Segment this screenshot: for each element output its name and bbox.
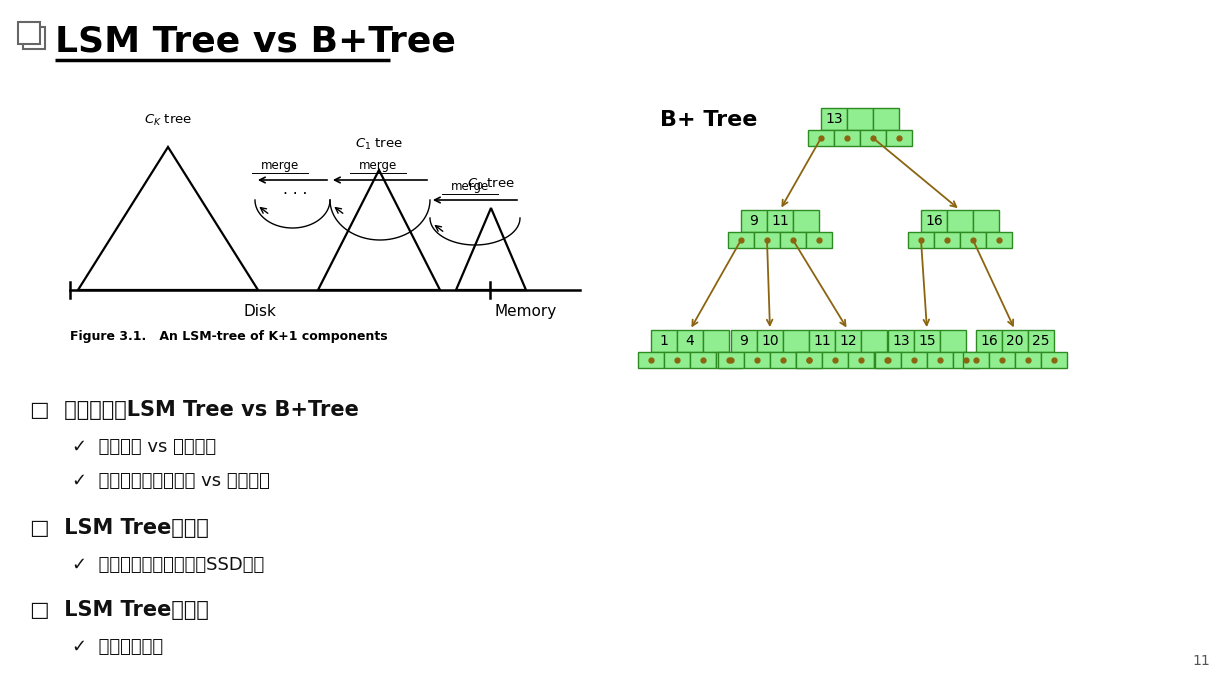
FancyBboxPatch shape [948, 210, 973, 232]
Text: . . .: . . . [283, 183, 307, 198]
Text: 12: 12 [839, 334, 857, 348]
Text: 20: 20 [1007, 334, 1024, 348]
FancyBboxPatch shape [952, 352, 980, 368]
Text: ✓  高压缩率，写入优化，SSD友好: ✓ 高压缩率，写入优化，SSD友好 [73, 556, 264, 574]
FancyBboxPatch shape [964, 352, 989, 368]
Text: Figure 3.1.   An LSM-tree of K+1 components: Figure 3.1. An LSM-tree of K+1 component… [70, 330, 387, 343]
FancyBboxPatch shape [744, 352, 771, 368]
Text: 4: 4 [686, 334, 694, 348]
FancyBboxPatch shape [757, 330, 783, 352]
FancyBboxPatch shape [986, 232, 1011, 248]
FancyBboxPatch shape [807, 130, 834, 146]
FancyBboxPatch shape [755, 232, 780, 248]
FancyBboxPatch shape [796, 352, 822, 368]
Text: merge: merge [359, 159, 397, 172]
Text: □  原理分析：LSM Tree vs B+Tree: □ 原理分析：LSM Tree vs B+Tree [29, 400, 359, 420]
Text: ✓  读取性能偏弱: ✓ 读取性能偏弱 [73, 638, 163, 656]
Text: 9: 9 [740, 334, 748, 348]
FancyBboxPatch shape [664, 352, 689, 368]
FancyBboxPatch shape [908, 232, 934, 248]
FancyBboxPatch shape [793, 210, 819, 232]
FancyBboxPatch shape [717, 352, 742, 368]
Text: 10: 10 [761, 334, 779, 348]
FancyBboxPatch shape [783, 330, 809, 352]
FancyBboxPatch shape [23, 27, 45, 49]
FancyBboxPatch shape [989, 352, 1015, 368]
Text: 11: 11 [1192, 654, 1211, 668]
FancyBboxPatch shape [1015, 352, 1041, 368]
FancyBboxPatch shape [886, 130, 912, 146]
Text: 1: 1 [660, 334, 669, 348]
FancyBboxPatch shape [927, 352, 952, 368]
FancyBboxPatch shape [834, 330, 862, 352]
FancyBboxPatch shape [1002, 330, 1027, 352]
FancyBboxPatch shape [1027, 330, 1054, 352]
FancyBboxPatch shape [767, 210, 793, 232]
FancyBboxPatch shape [741, 210, 767, 232]
FancyBboxPatch shape [806, 232, 832, 248]
Text: B+ Tree: B+ Tree [660, 110, 757, 130]
Text: Disk: Disk [243, 304, 277, 319]
Text: ✓  内存更新、定期合并 vs 实时更新: ✓ 内存更新、定期合并 vs 实时更新 [73, 472, 270, 490]
FancyBboxPatch shape [976, 330, 1002, 352]
Text: Memory: Memory [495, 304, 557, 319]
Text: 16: 16 [980, 334, 998, 348]
FancyBboxPatch shape [703, 330, 729, 352]
Text: 25: 25 [1032, 334, 1050, 348]
Text: 13: 13 [825, 112, 843, 126]
FancyBboxPatch shape [960, 232, 986, 248]
FancyBboxPatch shape [940, 330, 966, 352]
FancyBboxPatch shape [689, 352, 717, 368]
Text: 15: 15 [918, 334, 935, 348]
Text: $C_1$ tree: $C_1$ tree [355, 137, 403, 152]
Text: 11: 11 [771, 214, 789, 228]
Text: □  LSM Tree优点：: □ LSM Tree优点： [29, 518, 209, 538]
FancyBboxPatch shape [914, 330, 940, 352]
Text: LSM Tree vs B+Tree: LSM Tree vs B+Tree [55, 25, 456, 59]
FancyBboxPatch shape [875, 352, 901, 368]
Text: 9: 9 [750, 214, 758, 228]
Text: 16: 16 [925, 214, 943, 228]
FancyBboxPatch shape [874, 352, 900, 368]
FancyBboxPatch shape [860, 130, 886, 146]
FancyBboxPatch shape [18, 22, 41, 44]
FancyBboxPatch shape [718, 352, 744, 368]
FancyBboxPatch shape [847, 108, 873, 130]
Text: $C_0$ tree: $C_0$ tree [467, 177, 515, 192]
FancyBboxPatch shape [889, 330, 914, 352]
FancyBboxPatch shape [1041, 352, 1067, 368]
FancyBboxPatch shape [921, 210, 948, 232]
FancyBboxPatch shape [796, 352, 822, 368]
FancyBboxPatch shape [862, 330, 887, 352]
Text: merge: merge [261, 159, 299, 172]
FancyBboxPatch shape [973, 210, 999, 232]
Text: □  LSM Tree缺点：: □ LSM Tree缺点： [29, 600, 209, 620]
FancyBboxPatch shape [771, 352, 796, 368]
FancyBboxPatch shape [638, 352, 664, 368]
FancyBboxPatch shape [821, 108, 847, 130]
Text: merge: merge [451, 180, 489, 193]
FancyBboxPatch shape [822, 352, 848, 368]
FancyBboxPatch shape [873, 108, 898, 130]
Text: $C_K$ tree: $C_K$ tree [144, 113, 192, 128]
FancyBboxPatch shape [848, 352, 874, 368]
FancyBboxPatch shape [780, 232, 806, 248]
FancyBboxPatch shape [901, 352, 927, 368]
FancyBboxPatch shape [809, 330, 834, 352]
FancyBboxPatch shape [677, 330, 703, 352]
Text: 13: 13 [892, 334, 909, 348]
FancyBboxPatch shape [834, 130, 860, 146]
Text: 11: 11 [814, 334, 831, 348]
FancyBboxPatch shape [728, 232, 755, 248]
FancyBboxPatch shape [934, 232, 960, 248]
Text: ✓  顺序写入 vs 随机写入: ✓ 顺序写入 vs 随机写入 [73, 438, 216, 456]
FancyBboxPatch shape [731, 330, 757, 352]
FancyBboxPatch shape [651, 330, 677, 352]
